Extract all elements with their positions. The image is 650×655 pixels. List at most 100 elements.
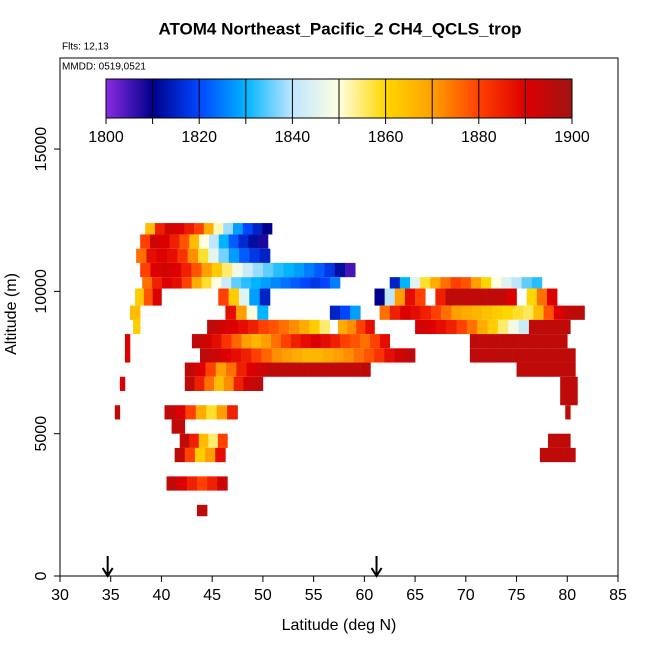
cell [217,433,228,448]
cell [201,262,213,278]
cell [487,319,499,335]
cell [374,348,385,363]
cell [215,447,226,463]
cell [528,334,539,349]
cell [222,262,233,278]
cell [225,305,237,320]
cell [349,362,361,377]
cell [150,262,161,278]
cell [531,277,543,289]
cell [243,376,254,391]
cell [233,223,244,235]
cell [213,223,224,235]
cell [189,234,200,249]
cell [379,305,391,320]
colorbar-tick-label: 1840 [275,129,311,146]
cell [223,376,234,391]
cell [195,362,206,377]
cell [470,277,482,289]
cell [394,348,406,363]
cell [130,305,141,320]
cell [551,447,564,463]
cell [399,277,411,289]
cell [164,405,176,420]
cell [420,277,431,289]
cell [533,305,544,320]
cell [140,262,151,278]
cell [242,223,253,235]
cell [210,348,221,363]
cell [201,277,212,289]
cell [299,319,310,335]
cell [557,334,568,349]
cell [318,362,330,377]
cell [156,248,168,263]
cell [420,305,432,320]
arrow [101,556,114,578]
cell [324,262,336,278]
cell [280,334,292,349]
cell [216,405,228,420]
cell [309,319,320,335]
cell [205,362,217,377]
cell [460,277,472,289]
cell [543,305,555,320]
cell [208,433,219,448]
cell [231,277,242,289]
cell [330,334,341,349]
cell [554,348,566,363]
cell [340,305,351,320]
cell [146,248,157,263]
cell [491,277,502,289]
cell [330,277,341,289]
cell [174,405,186,420]
cell [440,277,451,289]
x-tick-label: 30 [51,587,69,604]
cell [252,262,264,278]
cell [241,334,252,349]
cell [154,223,166,235]
cell [267,362,278,377]
cell [179,433,190,448]
cell [298,362,309,377]
cell [263,262,274,278]
cell [231,334,242,349]
cell [281,348,293,363]
cell [220,348,232,363]
cell [512,305,524,320]
cell [184,376,195,391]
cell [201,334,212,349]
cell [353,348,365,363]
cell [250,277,262,289]
cell [501,277,512,289]
plot-frame [59,57,619,577]
cell [538,334,549,349]
cell [547,433,560,448]
cell [227,405,238,420]
cell [350,305,361,320]
cell [523,305,534,320]
cell [329,305,341,320]
cell [171,419,186,434]
cell [169,234,180,249]
cell [240,348,252,363]
cell [145,223,156,235]
cell [215,362,227,377]
cell [560,376,570,406]
cell [310,277,321,289]
cell [239,248,250,263]
cell [174,447,186,463]
cell [496,288,507,306]
cell [344,262,356,278]
cell [501,348,513,363]
cell [159,234,170,249]
y-tick-label: 5000 [33,416,50,452]
cell [511,277,522,289]
cell [536,288,548,306]
colorbar-tick-label: 1880 [461,129,497,146]
cell [521,277,533,289]
cell [273,262,284,278]
cell [292,348,303,363]
arrow [370,556,383,578]
cell [184,362,196,377]
